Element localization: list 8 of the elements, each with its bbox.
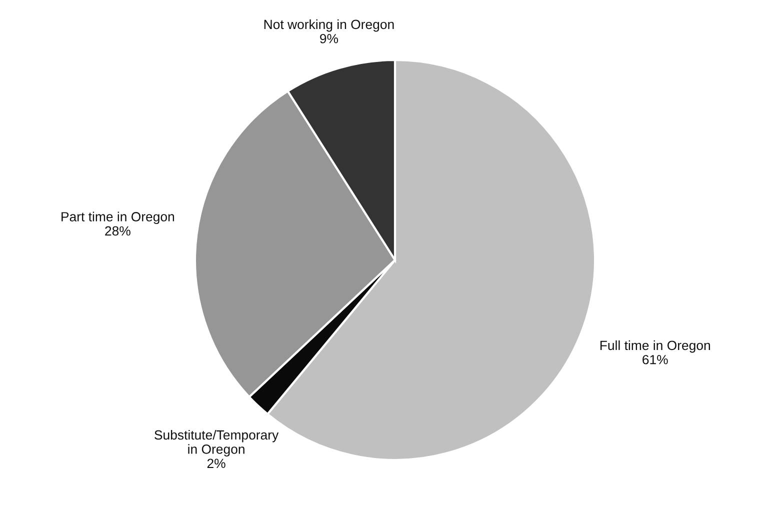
- data-label: 2%: [207, 458, 226, 468]
- data-label: 61%: [642, 354, 668, 364]
- slice-label: Substitute/Temporary in Oregon: [154, 430, 279, 456]
- slice-label: Full time in Oregon: [600, 340, 710, 353]
- data-label: 28%: [105, 226, 130, 236]
- data-label: 9%: [320, 34, 338, 44]
- slice-label: Not working in Oregon: [264, 19, 394, 32]
- slice-label: Part time in Oregon: [62, 212, 174, 224]
